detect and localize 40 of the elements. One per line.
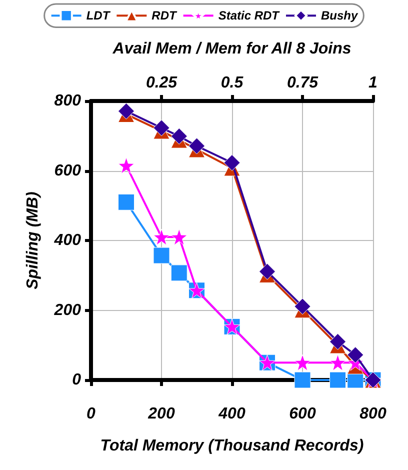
- y-axis-title: Spilling (MB): [24, 192, 42, 290]
- point: [170, 128, 188, 144]
- point: [188, 138, 205, 154]
- point: [170, 228, 188, 246]
- point: [118, 194, 134, 210]
- point: [347, 346, 364, 364]
- legend-label: RDT: [152, 8, 178, 23]
- point: [330, 333, 346, 350]
- x2-tick-label: 0.5: [220, 74, 244, 92]
- x-tick-label: 400: [218, 406, 246, 422]
- y-tick-label: 400: [53, 232, 82, 249]
- x-tick-label: 800: [360, 406, 386, 422]
- x-tick-label: 600: [289, 406, 316, 422]
- x2-axis-title: Avail Mem / Mem for All 8 Joins: [112, 40, 352, 58]
- x2-tick-label: 0.75: [286, 74, 320, 92]
- point: [153, 228, 170, 246]
- point: [330, 372, 346, 388]
- point: [259, 263, 276, 280]
- point: [294, 298, 311, 315]
- y-tick-label: 200: [53, 302, 82, 319]
- x-tick-label: 200: [147, 406, 175, 422]
- point: [118, 157, 134, 174]
- point: [118, 102, 134, 120]
- x-tick-label: 0: [86, 406, 96, 422]
- legend-label: Static RDT: [218, 8, 281, 23]
- legend-label: LDT: [86, 8, 112, 23]
- point: [153, 120, 170, 136]
- point: [294, 354, 311, 371]
- y-tick-label: 0: [72, 372, 82, 388]
- point: [330, 354, 346, 371]
- point: [294, 372, 311, 388]
- x-axis-title: Total Memory (Thousand Records): [100, 438, 364, 454]
- y-tick-label: 800: [54, 92, 82, 110]
- point: [153, 247, 170, 264]
- point: [170, 264, 188, 282]
- y-tick-label: 600: [54, 162, 82, 180]
- legend-label: Bushy: [320, 8, 359, 23]
- x2-tick-label: 0.25: [146, 74, 178, 92]
- point: [224, 154, 240, 171]
- x2-tick-label: 1: [368, 74, 378, 92]
